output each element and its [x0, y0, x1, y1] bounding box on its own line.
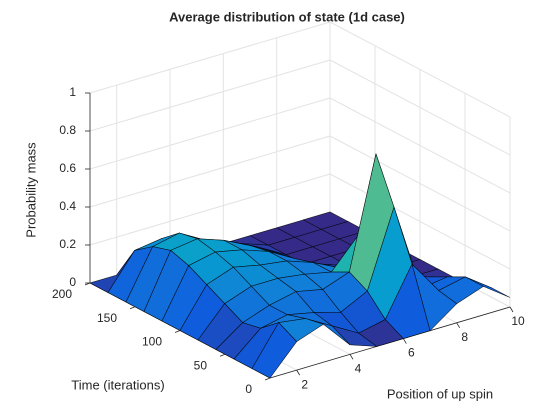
- grid-line: [329, 97, 511, 194]
- y-tick-label: 150: [97, 311, 117, 325]
- tick-mark: [402, 338, 407, 344]
- tick-mark: [264, 377, 271, 381]
- grid-line: [329, 21, 511, 118]
- grid-line: [89, 59, 331, 132]
- z-tick-label: 0.8: [59, 123, 76, 137]
- tick-mark: [296, 369, 301, 376]
- y-tick-label: 200: [52, 287, 72, 301]
- z-tick-label: 0.4: [59, 199, 76, 213]
- chart-title: Average distribution of state (1d case): [169, 9, 405, 24]
- grid-line: [89, 173, 331, 246]
- tick-mark: [509, 306, 514, 313]
- grid-line: [329, 173, 511, 270]
- y-tick-label: 50: [194, 358, 208, 372]
- grid-line: [329, 59, 511, 156]
- tick-mark: [129, 306, 136, 310]
- grid-line: [89, 135, 331, 208]
- y-tick-label: 100: [142, 335, 162, 349]
- y-axis-label: Time (iterations): [71, 377, 164, 392]
- x-tick-label: 4: [355, 362, 362, 376]
- x-tick-label: 6: [408, 346, 415, 360]
- z-tick-label: 0: [69, 275, 76, 289]
- grid-line: [89, 21, 331, 94]
- x-tick-label: 10: [511, 314, 525, 328]
- tick-mark: [349, 354, 354, 360]
- z-axis-label: Probability mass: [23, 142, 38, 238]
- z-tick-label: 0.6: [59, 161, 76, 175]
- tick-mark: [219, 353, 226, 357]
- tick-mark: [456, 322, 461, 328]
- tick-mark: [174, 330, 181, 333]
- grid-line: [329, 135, 511, 232]
- z-tick-label: 0.2: [59, 237, 76, 251]
- x-tick-label: 8: [461, 330, 468, 344]
- y-tick-label: 0: [245, 382, 252, 396]
- surface-patch: [251, 322, 298, 379]
- z-tick-label: 1: [69, 85, 76, 99]
- x-axis-label: Position of up spin: [387, 386, 493, 401]
- x-tick-label: 2: [301, 377, 308, 391]
- grid-line: [89, 97, 331, 170]
